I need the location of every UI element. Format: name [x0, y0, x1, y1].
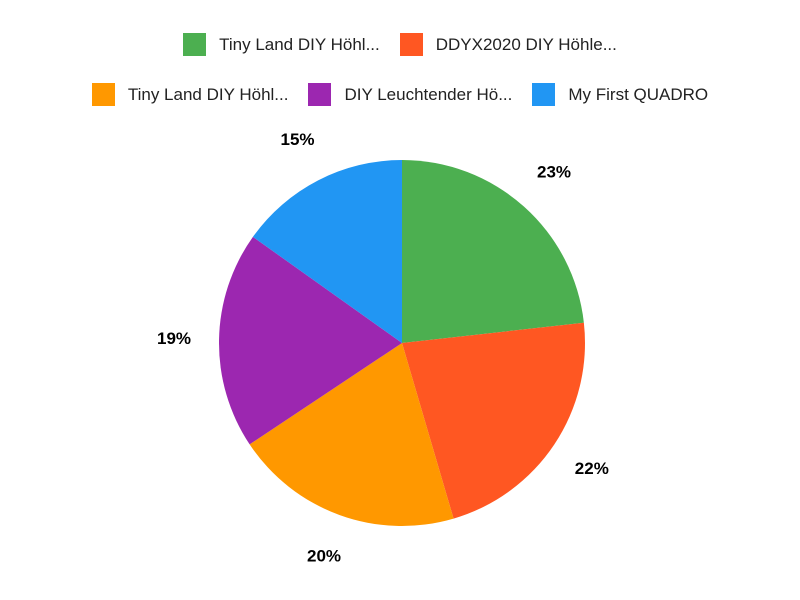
legend-item-4[interactable]: My First QUADRO	[532, 83, 708, 106]
legend-swatch-icon	[399, 33, 423, 56]
pie-slice-0[interactable]	[402, 160, 584, 343]
legend-item-1[interactable]: DDYX2020 DIY Höhle...	[399, 33, 617, 56]
slice-percent-label: 23%	[537, 163, 571, 182]
legend-item-label: Tiny Land DIY Höhl...	[219, 34, 380, 54]
legend-item-3[interactable]: DIY Leuchtender Hö...	[308, 83, 512, 106]
legend-swatch-icon	[308, 83, 332, 106]
pie-slice-4[interactable]	[252, 160, 402, 343]
legend-item-label: Tiny Land DIY Höhl...	[127, 84, 289, 104]
legend-swatch-icon	[532, 83, 556, 106]
legend-item-0[interactable]: Tiny Land DIY Höhl...	[183, 33, 380, 56]
legend-row: Tiny Land DIY Höhl... DIY Leuchtender Hö.…	[91, 83, 708, 106]
slice-percent-label: 22%	[575, 459, 609, 478]
pie-slice-2[interactable]	[249, 343, 454, 527]
legend-item-label: My First QUADRO	[568, 84, 709, 104]
slice-percent-label: 19%	[157, 329, 191, 348]
slice-percent-label: 20%	[307, 547, 341, 566]
legend-item-2[interactable]: Tiny Land DIY Höhl...	[91, 83, 289, 106]
legend-swatch-icon	[91, 83, 115, 106]
slice-percent-label: 15%	[280, 130, 314, 149]
legend-row: Tiny Land DIY Höhl... DDYX2020 DIY Höhle.…	[183, 33, 617, 56]
legend-item-label: DIY Leuchtender Hö...	[344, 84, 513, 104]
pie-slice-3[interactable]	[218, 236, 402, 445]
legend-item-label: DDYX2020 DIY Höhle...	[435, 34, 617, 54]
legend-swatch-icon	[183, 33, 207, 56]
pie-slice-1[interactable]	[402, 322, 585, 519]
chart-legend: Tiny Land DIY Höhl... DDYX2020 DIY Höhle.…	[0, 33, 800, 106]
